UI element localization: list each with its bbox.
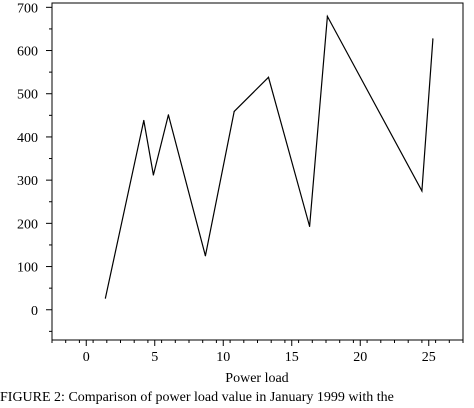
y-tick-label: 400 xyxy=(17,131,38,146)
x-axis-label: Power load xyxy=(225,371,288,386)
y-axis: 0 100 200 300 400 500 600 700 xyxy=(17,1,52,332)
x-tick-label: 10 xyxy=(216,350,230,365)
data-point xyxy=(432,38,434,40)
y-tick-label: 500 xyxy=(17,88,38,103)
figure-caption: FIGURE 2: Comparison of power load value… xyxy=(0,390,394,405)
data-point xyxy=(308,225,311,227)
y-tick-label: 200 xyxy=(17,217,38,232)
data-point xyxy=(167,114,170,116)
data-point xyxy=(326,15,328,17)
x-tick-label: 20 xyxy=(353,350,367,365)
y-tick-label: 600 xyxy=(17,45,38,60)
x-axis: 0 5 10 15 20 25 xyxy=(51,340,464,365)
x-tick-label: 15 xyxy=(285,350,299,365)
series-layer xyxy=(104,14,434,299)
data-point xyxy=(267,76,270,78)
data-point xyxy=(152,174,154,176)
line-chart: 0 5 10 15 20 25 0 100 200 300 400 500 600 700 Power … xyxy=(17,1,464,386)
data-point xyxy=(204,255,207,257)
data-point xyxy=(143,119,145,122)
data-point xyxy=(233,110,235,113)
x-tick-label: 5 xyxy=(151,350,158,365)
x-tick-label: 0 xyxy=(83,350,90,365)
series-line xyxy=(104,14,434,299)
data-point xyxy=(421,190,423,192)
y-tick-label: 300 xyxy=(17,174,38,189)
y-tick-label: 100 xyxy=(17,261,38,276)
y-tick-label: 700 xyxy=(17,1,38,16)
plot-frame xyxy=(51,2,464,341)
data-point xyxy=(104,297,107,299)
x-tick-label: 25 xyxy=(422,350,436,365)
y-tick-label: 0 xyxy=(31,304,38,319)
